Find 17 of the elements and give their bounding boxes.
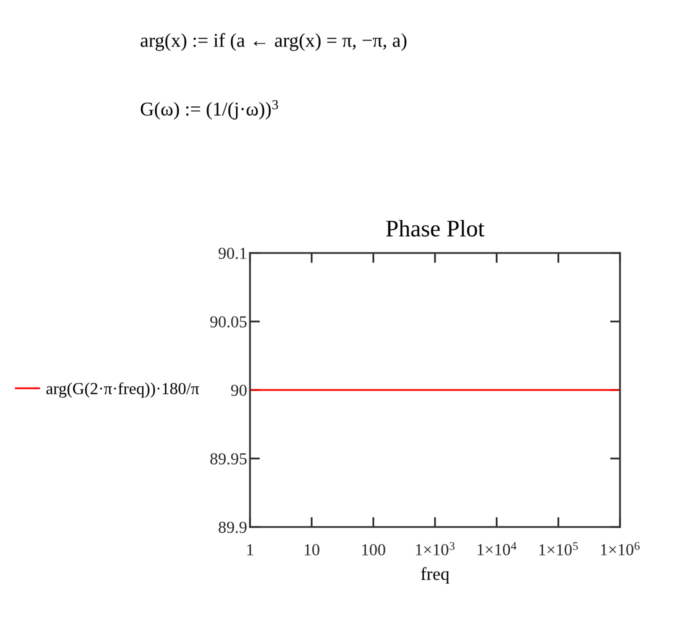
text: arg(x) := if (a ← arg(x) = π, −π, a) <box>140 33 406 51</box>
x-tick-label: 1×10$^{3}$ <box>416 542 454 556</box>
x-tick-label: 1 <box>247 544 254 556</box>
legend-label: arg(G(2·π·freq))·180/π <box>46 382 200 398</box>
y-tick-label: 90.1 <box>218 248 246 260</box>
chart-title: Phase Plot <box>386 220 484 237</box>
y-tick-label: 89.9 <box>218 522 247 534</box>
y-tick-label: 90 <box>231 384 247 396</box>
x-tick-label: 10 <box>304 544 320 556</box>
y-tick-label: 90.05 <box>210 316 247 328</box>
x-tick-label: 1×10$^{6}$ <box>601 542 640 556</box>
x-tick-label: 100 <box>362 544 386 556</box>
x-tick-label: 1×10$^{4}$ <box>478 542 516 556</box>
y-tick-label: 89.95 <box>210 453 247 465</box>
text: G(ω) := (1/(j·ω))$^{3}$ <box>140 100 278 120</box>
x-tick-label: 1×10$^{5}$ <box>539 542 578 556</box>
x-axis-title: freq <box>421 567 450 584</box>
